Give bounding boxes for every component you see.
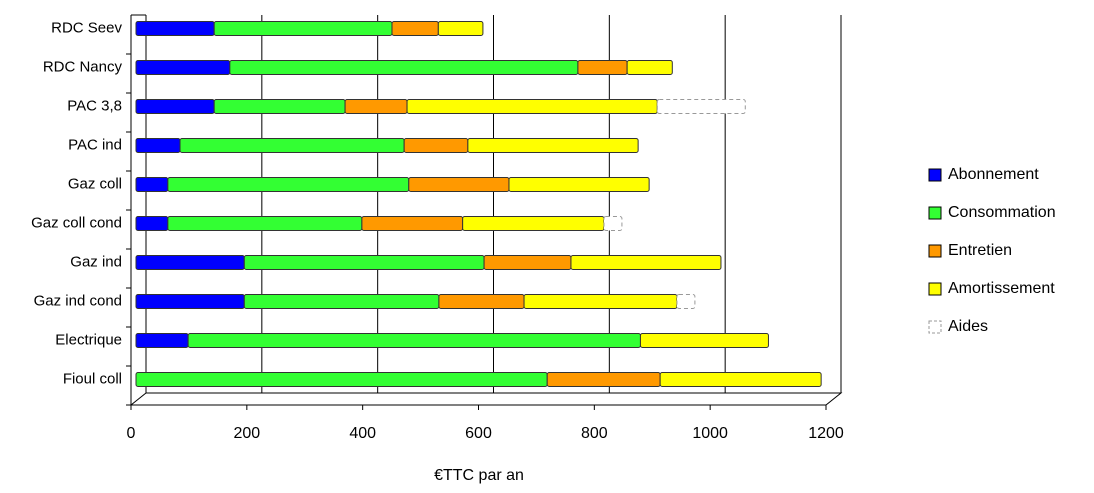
legend-swatch (928, 282, 942, 296)
legend-swatch (928, 206, 942, 220)
bar-segment (523, 294, 678, 309)
legend-label: Abonnement (948, 166, 1039, 183)
bar-segment (570, 255, 722, 270)
bar-segment (187, 333, 641, 348)
bar-segment (437, 21, 484, 36)
legend-label: Aides (948, 318, 988, 335)
y-tick-label: Gaz coll cond (31, 214, 122, 231)
bar-segment (656, 99, 746, 114)
bar-segment (135, 216, 169, 231)
bar-segment (243, 255, 485, 270)
bar-segment (229, 60, 579, 75)
x-tick-label: 1000 (692, 425, 728, 442)
x-tick-label: 800 (581, 425, 608, 442)
bar-segment (135, 99, 215, 114)
bar-segment (135, 177, 169, 192)
bar-segment (135, 255, 245, 270)
bar-segment (603, 216, 623, 231)
y-tick-label: Gaz ind cond (34, 292, 122, 309)
bar-segment (361, 216, 464, 231)
y-tick-label: Fioul coll (63, 370, 122, 387)
legend-label: Entretien (948, 242, 1012, 259)
bar-segment (213, 99, 346, 114)
bar-segment (577, 60, 628, 75)
bar-segment (462, 216, 605, 231)
legend-label: Consommation (948, 204, 1056, 221)
y-tick-label: Gaz coll (68, 175, 122, 192)
bar-segment (213, 21, 393, 36)
x-tick-label: 600 (465, 425, 492, 442)
x-tick-label: 400 (349, 425, 376, 442)
y-tick-label: Gaz ind (70, 253, 122, 270)
legend-swatch (928, 168, 942, 182)
bar-segment (403, 138, 469, 153)
y-tick-label: Electrique (55, 331, 122, 348)
bar-segment (676, 294, 696, 309)
bar-segment (406, 99, 658, 114)
bar-segment (135, 372, 548, 387)
bar-segment (167, 216, 363, 231)
x-axis-title: €TTC par an (434, 467, 524, 484)
bar-segment (546, 372, 661, 387)
bar-segment (626, 60, 673, 75)
x-tick-label: 1200 (808, 425, 844, 442)
bar-segment (438, 294, 525, 309)
bar-segment (135, 60, 231, 75)
y-tick-label: RDC Seev (51, 19, 122, 36)
bar-segment (467, 138, 639, 153)
x-tick-label: 0 (127, 425, 136, 442)
bar-segment (659, 372, 822, 387)
bar-segment (135, 138, 181, 153)
x-tick-label: 200 (233, 425, 260, 442)
bar-segment (508, 177, 650, 192)
bar-segment (408, 177, 510, 192)
y-tick-label: RDC Nancy (43, 58, 123, 75)
bar-segment (639, 333, 769, 348)
bar-segment (167, 177, 410, 192)
bar-segment (344, 99, 408, 114)
y-tick-label: PAC 3,8 (67, 97, 122, 114)
bar-segment (135, 294, 245, 309)
legend-label: Amortissement (948, 280, 1055, 297)
bar-segment (483, 255, 572, 270)
y-tick-label: PAC ind (68, 136, 122, 153)
legend-swatch (928, 320, 942, 334)
plot-wall (129, 392, 843, 406)
bar-segment (391, 21, 439, 36)
bar-segment (243, 294, 440, 309)
bar-segment (179, 138, 405, 153)
legend-swatch (928, 244, 942, 258)
bar-segment (135, 333, 189, 348)
bar-segment (135, 21, 215, 36)
